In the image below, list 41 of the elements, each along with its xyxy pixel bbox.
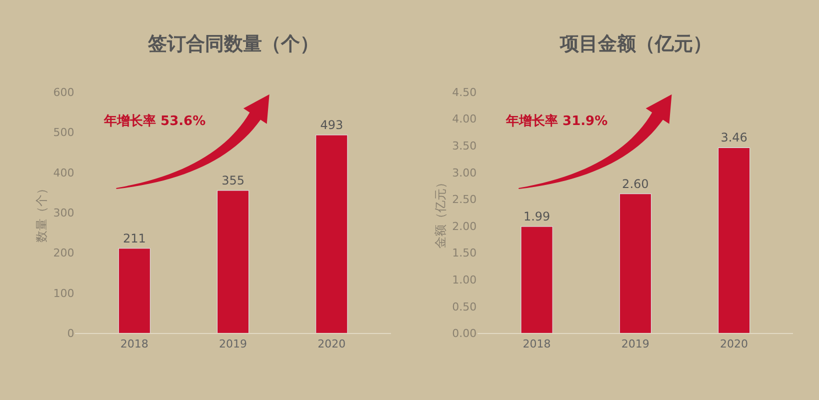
bar	[316, 134, 348, 334]
y-axis-title: 数量（个）	[34, 182, 49, 243]
y-tick-label: 0.50	[452, 300, 477, 314]
x-tick-label: 2020	[720, 337, 748, 350]
y-tick-label: 100	[53, 286, 74, 300]
x-tick-label: 2020	[318, 337, 346, 350]
y-tick-label: 500	[53, 126, 74, 140]
y-tick-label: 300	[53, 206, 74, 220]
bar	[217, 190, 250, 334]
x-tick-label: 2019	[219, 337, 248, 350]
chart-title: 签订合同数量（个）	[147, 33, 319, 55]
bar	[619, 194, 652, 334]
y-tick-label: 0.00	[452, 327, 477, 340]
chart-title: 项目金额（亿元）	[559, 33, 712, 55]
bar	[520, 226, 553, 334]
data-label: 1.99	[523, 210, 550, 224]
y-tick-label: 0	[67, 327, 74, 340]
data-label: 2.60	[622, 176, 649, 191]
y-tick-label: 400	[53, 166, 74, 180]
data-label: 493	[320, 118, 344, 132]
data-label: 3.46	[720, 130, 748, 145]
x-tick-label: 2018	[120, 337, 148, 350]
data-label: 211	[122, 231, 146, 246]
bar	[718, 147, 750, 334]
annotation: 年增长率 53.6%	[103, 113, 206, 129]
y-tick-label: 2.00	[452, 220, 477, 233]
x-tick-label: 2019	[621, 337, 650, 350]
y-axis-title: 金额（亿元）	[433, 176, 448, 249]
data-label: 355	[222, 173, 244, 188]
annotation: 年增长率 31.9%	[505, 113, 608, 129]
bar	[118, 248, 150, 334]
y-tick-label: 3.00	[452, 166, 477, 180]
y-tick-label: 4.50	[452, 86, 477, 99]
y-tick-label: 200	[53, 246, 74, 260]
y-tick-label: 1.00	[452, 273, 477, 286]
y-tick-label: 600	[53, 86, 74, 99]
y-tick-label: 2.50	[452, 193, 477, 206]
y-tick-label: 3.50	[452, 139, 477, 152]
y-tick-label: 1.50	[452, 246, 477, 260]
x-tick-label: 2018	[522, 337, 551, 350]
y-tick-label: 4.00	[452, 112, 477, 126]
